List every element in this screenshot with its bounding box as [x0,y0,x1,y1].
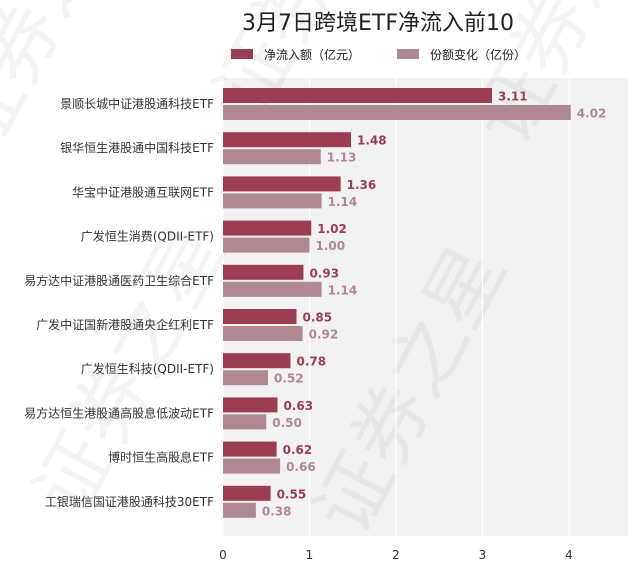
bar-net-inflow [223,309,297,324]
bar-net-inflow [223,397,278,413]
bar-group: 0.62 0.66 [223,441,316,474]
x-axis: 0 1 2 3 4 [219,548,573,562]
data-label-net-inflow: 3.11 [498,90,528,104]
bar-net-inflow [223,441,277,457]
data-label-share-change: 1.14 [328,283,358,297]
bar-group: 1.481.13 [223,132,387,165]
bar-share-change [223,458,281,474]
data-label-share-change: 1.14 [328,195,358,209]
category-label: 银华恒生港股通中国科技ETF [60,140,214,155]
bar-share-change [223,281,322,297]
x-tick-label: 3 [479,548,487,562]
bar-share-change [223,105,571,120]
data-label-share-change: 4.02 [577,107,607,121]
category-label: 华宝中证港股通互联网ETF [72,184,214,199]
category-label: 广发恒生科技(QDII-ETF) [81,361,214,376]
data-label-share-change: 0.66 [286,460,316,474]
x-tick-label: 4 [565,548,573,562]
legend-swatch-net-inflow [231,49,253,59]
chart-title: 3月7日跨境ETF净流入前10 [242,11,514,36]
bar-share-change [223,326,303,341]
legend-swatch-share-change [397,49,419,59]
x-tick-label: 0 [219,548,227,562]
data-label-net-inflow: 0.63 [283,399,313,413]
data-label-net-inflow: 0.93 [309,266,339,280]
data-label-net-inflow: 0.85 [303,311,333,325]
legend: 净流入额（亿元） 份额变化（亿份） [231,47,526,62]
data-label-net-inflow: 0.55 [277,487,307,501]
category-label: 博时恒生高股息ETF [108,450,214,465]
data-label-net-inflow: 0.78 [296,355,326,369]
bars: 3.11 4.02 1.481.13 1.36 1.14 1.02 1.00 0.93 1.14… [223,88,606,518]
data-label-share-change: 0.38 [262,504,292,518]
bar-group: 0.55 0.38 [223,485,307,518]
bar-net-inflow [223,132,352,148]
bar-share-change [223,237,310,253]
category-label: 易方达中证港股通医药卫生综合ETF [24,273,214,288]
bar-net-inflow [223,264,304,280]
data-label-net-inflow: 0.62 [283,443,313,457]
data-label-net-inflow: 1.48 [357,134,387,148]
category-label: 景顺长城中证港股通科技ETF [60,96,214,111]
bar-net-inflow [223,88,493,103]
data-label-share-change: 0.50 [272,416,302,430]
bar-group: 0.78 0.52 [223,353,326,386]
category-label: 工银瑞信国证港股通科技30ETF [45,495,214,509]
bar-group: 0.93 1.14 [223,264,358,297]
legend-label-net-inflow: 净流入额（亿元） [264,47,360,62]
data-label-share-change: 1.13 [327,151,357,165]
bar-share-change [223,149,321,165]
category-label: 易方达恒生港股通高股息低波动ETF [24,405,214,420]
bar-share-change [223,502,256,518]
bar-group: 0.85 0.92 [223,309,338,342]
bar-group: 1.02 1.00 [223,220,347,253]
bar-share-change [223,193,322,209]
bar-group: 1.36 1.14 [223,176,376,209]
x-tick-label: 1 [306,548,314,562]
bar-net-inflow [223,353,291,369]
bar-group: 0.63 0.50 [223,397,313,430]
bar-share-change [223,370,268,386]
legend-label-share-change: 份额变化（亿份） [430,47,526,62]
bar-group: 3.11 4.02 [223,88,606,121]
bar-net-inflow [223,220,312,236]
data-label-share-change: 0.92 [309,328,339,342]
data-label-share-change: 0.52 [274,372,304,386]
data-label-share-change: 1.00 [316,239,346,253]
bar-net-inflow [223,176,341,192]
bar-share-change [223,414,267,430]
category-label: 广发中证国新港股通央企红利ETF [36,317,214,332]
y-axis: 景顺长城中证港股通科技ETF 银华恒生港股通中国科技ETF 华宝中证港股通互联网ET… [24,96,214,509]
bar-net-inflow [223,485,271,501]
data-label-net-inflow: 1.02 [317,222,347,236]
data-label-net-inflow: 1.36 [347,178,377,192]
category-label: 广发恒生消费(QDII-ETF) [81,229,214,244]
x-tick-label: 2 [392,548,400,562]
